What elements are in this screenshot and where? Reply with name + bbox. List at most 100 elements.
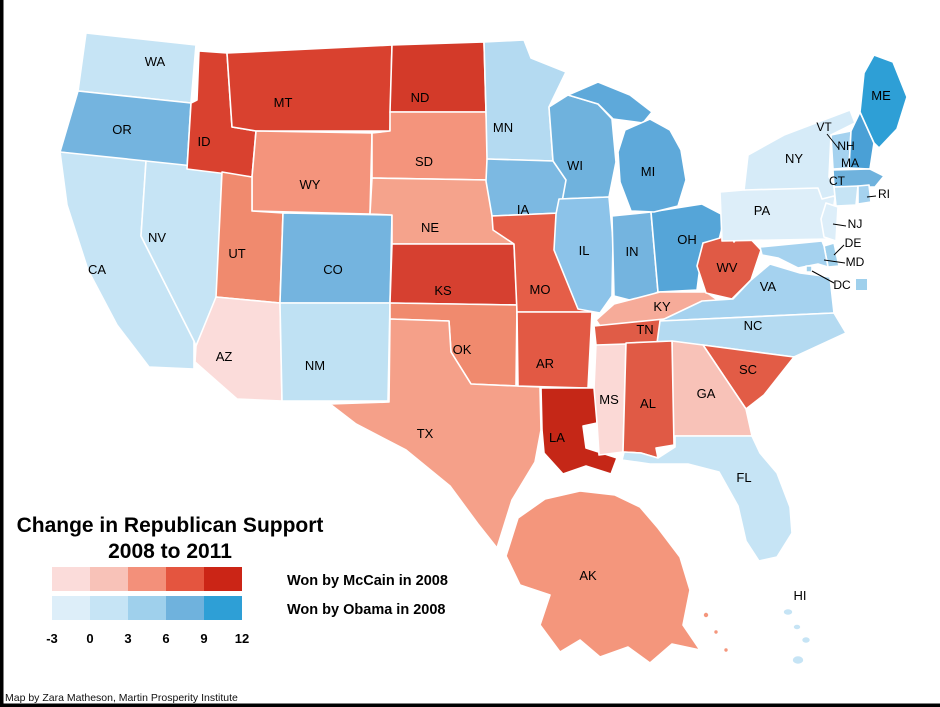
state-mi-lower-shape[interactable] xyxy=(617,118,687,213)
state-sd-shape[interactable] xyxy=(371,111,490,181)
legend-blue-swatch-4 xyxy=(166,596,204,620)
leader-line-md xyxy=(823,259,846,264)
state-ak-island-2[interactable] xyxy=(712,628,720,636)
legend-red-swatch-1 xyxy=(52,567,90,591)
state-ms-label: MS xyxy=(599,392,619,407)
state-sd-label: SD xyxy=(415,154,433,169)
state-hi-island-1[interactable] xyxy=(782,607,794,617)
state-nh-shape[interactable] xyxy=(848,111,875,170)
state-mo-label: MO xyxy=(530,282,551,297)
state-me-shape[interactable] xyxy=(859,54,908,149)
state-hi-island-3[interactable] xyxy=(800,635,812,645)
state-in-label: IN xyxy=(626,244,639,259)
legend-red-swatch-4 xyxy=(166,567,204,591)
state-ct-label: CT xyxy=(829,174,846,188)
state-nm-shape[interactable] xyxy=(279,302,391,402)
leader-line-nj xyxy=(832,223,847,227)
legend-blue-swatch-1 xyxy=(52,596,90,620)
legend-red-swatch-5 xyxy=(204,567,242,591)
state-md-shape[interactable] xyxy=(759,240,829,269)
map-title-line1: Change in Republican Support xyxy=(17,514,324,537)
state-or-label: OR xyxy=(112,122,132,137)
state-mi-upper-shape[interactable] xyxy=(567,81,653,124)
state-ri-shape[interactable] xyxy=(857,184,872,205)
state-tn-label: TN xyxy=(636,322,653,337)
state-ma-label: MA xyxy=(841,156,859,170)
state-dc-shape[interactable] xyxy=(805,265,813,273)
state-fl-shape[interactable] xyxy=(621,435,793,562)
state-ca-label: CA xyxy=(88,262,106,277)
state-nc-label: NC xyxy=(744,318,763,333)
legend-tick-5: 9 xyxy=(200,631,207,646)
state-ak-island-1[interactable] xyxy=(702,611,710,619)
state-il-shape[interactable] xyxy=(553,196,614,314)
state-tx-label: TX xyxy=(417,426,434,441)
state-fl-label: FL xyxy=(736,470,751,485)
legend-blue-swatch-3 xyxy=(128,596,166,620)
legend-tick-6: 12 xyxy=(235,631,249,646)
state-ga-label: GA xyxy=(697,386,716,401)
state-ar-shape[interactable] xyxy=(516,311,593,389)
state-mn-label: MN xyxy=(493,120,513,135)
legend-obama-label: Won by Obama in 2008 xyxy=(287,602,445,618)
state-vt-label: VT xyxy=(816,120,832,134)
leader-line-vt xyxy=(826,133,840,150)
legend-blue-swatch-5 xyxy=(204,596,242,620)
state-il-label: IL xyxy=(579,243,590,258)
state-pa-shape[interactable] xyxy=(719,182,836,242)
state-ny-label: NY xyxy=(785,151,803,166)
state-sc-label: SC xyxy=(739,362,757,377)
attribution-text: Map by Zara Matheson, Martin Prosperity … xyxy=(5,692,238,704)
state-co-shape[interactable] xyxy=(279,212,393,304)
state-mi-label: MI xyxy=(641,164,655,179)
state-ar-label: AR xyxy=(536,356,554,371)
state-nj-shape[interactable] xyxy=(820,202,839,242)
state-nd-label: ND xyxy=(411,90,430,105)
legend-tick-4: 6 xyxy=(162,631,169,646)
legend-tick-1: -3 xyxy=(46,631,58,646)
state-hi-island-2[interactable] xyxy=(792,623,802,631)
state-wy-shape[interactable] xyxy=(251,130,373,215)
frame-bottom-edge xyxy=(0,703,940,707)
state-id-label: ID xyxy=(198,134,211,149)
state-ak-shape[interactable] xyxy=(505,490,701,664)
state-ma-shape[interactable] xyxy=(832,168,885,188)
map-title-line2: 2008 to 2011 xyxy=(108,540,232,563)
state-nj-label: NJ xyxy=(848,217,863,231)
frame-left-edge xyxy=(0,0,4,707)
state-tx-shape[interactable] xyxy=(329,318,542,549)
state-wy-label: WY xyxy=(300,177,321,192)
state-nm-label: NM xyxy=(305,358,325,373)
state-az-label: AZ xyxy=(216,349,233,364)
legend-blue-swatch-2 xyxy=(90,596,128,620)
state-nv-label: NV xyxy=(148,230,166,245)
state-ks-label: KS xyxy=(434,283,452,298)
legend-red-swatch-2 xyxy=(90,567,128,591)
state-ct-shape[interactable] xyxy=(833,185,859,207)
state-wa-label: WA xyxy=(145,54,166,69)
dc-color-swatch xyxy=(856,279,867,290)
state-nd-shape[interactable] xyxy=(389,41,487,113)
legend-red-swatch-3 xyxy=(128,567,166,591)
state-oh-label: OH xyxy=(677,232,697,247)
state-ak-island-3[interactable] xyxy=(722,646,730,654)
state-hi-island-4[interactable] xyxy=(791,654,805,666)
state-ri-label: RI xyxy=(878,187,890,201)
state-ut-label: UT xyxy=(228,246,245,261)
state-ok-label: OK xyxy=(453,342,472,357)
state-la-label: LA xyxy=(549,430,565,445)
leader-line-ri xyxy=(866,195,877,198)
state-md-label: MD xyxy=(846,255,865,269)
state-ks-shape[interactable] xyxy=(389,243,518,306)
state-mt-shape[interactable] xyxy=(226,44,393,132)
legend-mccain-label: Won by McCain in 2008 xyxy=(287,573,448,589)
state-ne-label: NE xyxy=(421,220,439,235)
state-hi-label: HI xyxy=(794,588,807,603)
state-me-label: ME xyxy=(871,88,891,103)
leader-line-dc xyxy=(811,270,835,284)
state-mt-label: MT xyxy=(274,95,293,110)
state-de-label: DE xyxy=(845,236,862,250)
state-va-label: VA xyxy=(760,279,777,294)
